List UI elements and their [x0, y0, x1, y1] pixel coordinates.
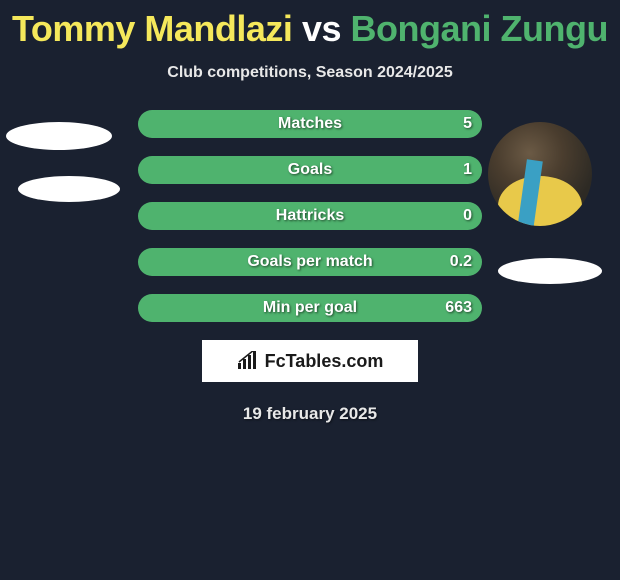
stat-label: Goals: [288, 161, 332, 179]
vs-text: vs: [302, 8, 341, 49]
stat-label: Matches: [278, 115, 342, 133]
player1-name: Tommy Mandlazi: [12, 8, 292, 49]
decorative-blob: [498, 258, 602, 284]
stats-container: Matches 5 Goals 1 Hattricks 0 Goals per match 0…: [138, 110, 482, 322]
comparison-title: Tommy Mandlazi vs Bongani Zungu: [0, 0, 620, 50]
decorative-blob: [6, 122, 112, 150]
stat-row: Goals 1: [138, 156, 482, 184]
chart-icon: [237, 351, 259, 371]
brand-box: FcTables.com: [202, 340, 418, 382]
stat-row: Goals per match 0.2: [138, 248, 482, 276]
stat-value-right: 0.2: [450, 253, 472, 271]
stat-row: Min per goal 663: [138, 294, 482, 322]
subtitle: Club competitions, Season 2024/2025: [0, 64, 620, 82]
stat-row: Matches 5: [138, 110, 482, 138]
stat-label: Hattricks: [276, 207, 344, 225]
stat-value-right: 0: [463, 207, 472, 225]
stat-label: Min per goal: [263, 299, 357, 317]
stat-row: Hattricks 0: [138, 202, 482, 230]
stat-value-right: 5: [463, 115, 472, 133]
date-text: 19 february 2025: [0, 404, 620, 424]
player2-avatar: [488, 122, 592, 226]
decorative-blob: [18, 176, 120, 202]
brand-text: FcTables.com: [265, 351, 384, 372]
player2-name: Bongani Zungu: [351, 8, 608, 49]
stat-value-right: 1: [463, 161, 472, 179]
stat-label: Goals per match: [247, 253, 372, 271]
stat-value-right: 663: [445, 299, 472, 317]
